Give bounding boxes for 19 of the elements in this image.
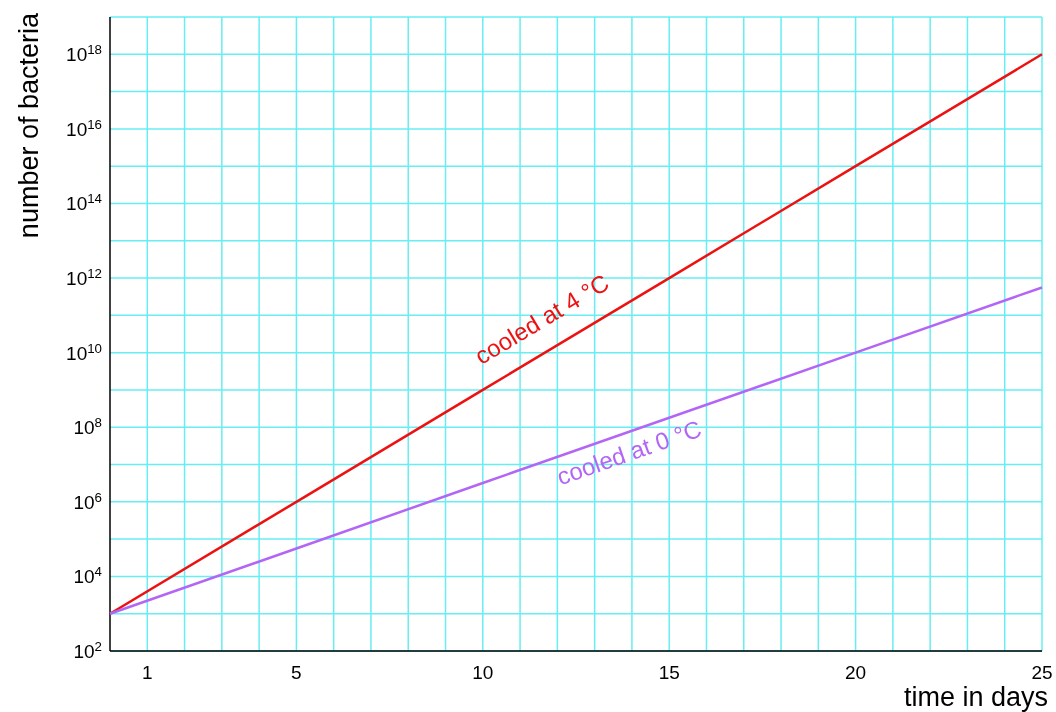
x-tick-label: 25 (1031, 662, 1053, 683)
y-tick-label: 10$^{4}$ (73, 563, 102, 588)
y-tick-label: 10$^{8}$ (73, 414, 102, 439)
y-tick-label: 10$^{2}$ (73, 638, 102, 662)
x-tick-label: 20 (845, 662, 867, 683)
y-tick-label: 10$^{12}$ (66, 265, 102, 290)
x-tick-label: 1 (141, 662, 153, 683)
x-tick-label: 15 (658, 662, 680, 683)
y-tick-label: 10$^{10}$ (66, 340, 102, 364)
y-tick-label: 10$^{16}$ (66, 116, 102, 140)
x-tick-label: 10 (472, 662, 494, 683)
y-tick-label: 10$^{14}$ (66, 190, 102, 215)
y-tick-label: 10$^{6}$ (73, 489, 102, 513)
y-axis-title: number of bacteria (14, 12, 44, 239)
x-tick-label: 5 (291, 662, 302, 683)
line-series (108, 53, 1044, 615)
x-axis-title: time in days (903, 682, 1048, 712)
text: cooled at 0 °C (553, 414, 705, 491)
y-tick-label: 10$^{18}$ (66, 41, 102, 66)
